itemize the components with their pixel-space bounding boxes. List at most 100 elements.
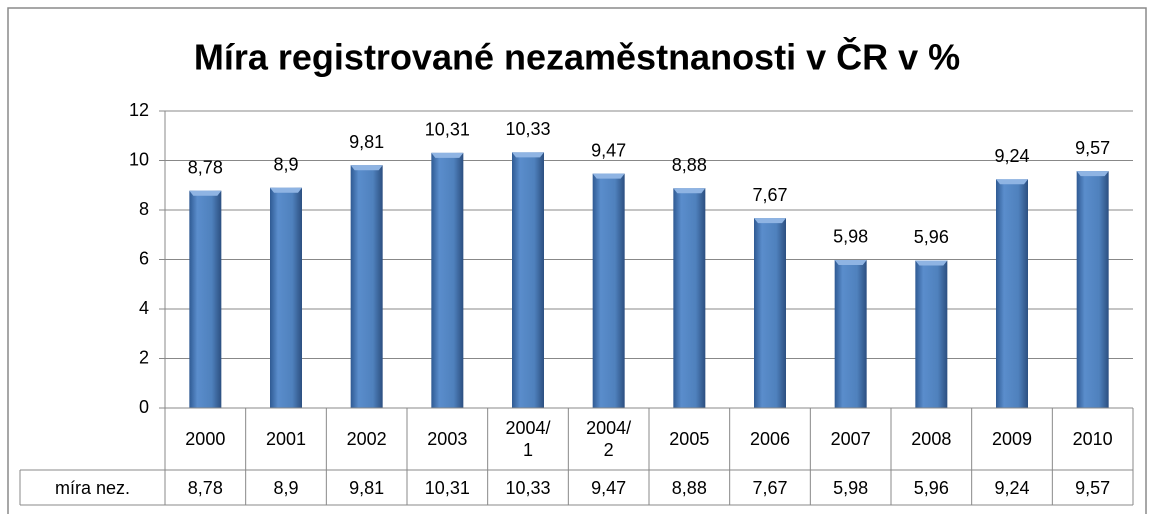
bar-bevel [1076,171,1109,177]
y-tick-label: 4 [139,298,149,318]
table-value-cell: 8,88 [649,470,730,505]
x-tick-label: 2008 [911,429,952,449]
bar [592,173,625,408]
x-tick-label-box: 2008 [891,408,972,470]
bar-bevel [431,152,464,158]
chart-title: Míra registrované nezaměstnanosti v ČR v… [194,36,960,78]
table-value-cell: 9,81 [326,470,407,505]
table-value: 9,57 [1075,477,1111,498]
table-value-box: 5,98 [810,470,891,505]
table-value: 9,24 [994,477,1030,498]
table-value-box: 5,96 [891,470,972,505]
table-value: 8,78 [187,477,223,498]
data-label: 10,31 [425,120,470,140]
x-tick-label-box: 2002 [326,408,407,470]
bar [270,187,302,408]
x-tick-label: 2010 [1072,429,1113,449]
x-tick-label-cell: 2000 [165,408,246,470]
table-value-box: 9,81 [326,470,407,505]
table-value: 7,67 [752,477,788,498]
bar-bevel [754,218,786,224]
x-tick-label-cell: 2007 [810,408,891,470]
x-tick-label-box: 2004/1 [505,418,551,460]
x-tick-label-box: 2006 [730,408,811,470]
table-value: 5,96 [913,477,949,498]
data-label: 8,9 [273,154,298,174]
x-tick-label: 2003 [427,429,468,449]
table-value-cell: 10,31 [407,470,488,505]
bar [512,152,544,408]
table-value: 10,31 [424,477,470,498]
bar-bevel [189,190,222,196]
x-tick-label-box: 2003 [427,429,468,449]
bar-bevel [673,188,706,194]
data-label: 9,81 [349,132,384,152]
table-value-box: 9,24 [972,470,1053,505]
x-tick-label-cell: 2005 [649,408,730,470]
table-value-box: 8,9 [246,470,327,505]
x-tick-label-box: 2009 [991,429,1032,449]
x-tick-label: 2004/1 [505,418,551,460]
x-tick-label: 2007 [830,429,871,449]
table-value-cell: 5,98 [810,470,891,505]
bar-bevel [996,179,1028,185]
bar-bevel [592,173,625,179]
x-tick-label: 2002 [346,429,387,449]
table-value-cell: 8,9 [246,470,327,505]
bar [1076,171,1109,408]
x-tick-label-box: 2001 [246,408,327,470]
table-value-cell: 9,47 [568,470,649,505]
bar [915,260,948,408]
table-value: 8,9 [273,477,299,498]
x-tick-label-box: 2004/2 [568,408,649,470]
x-tick-label: 2000 [185,429,226,449]
x-tick-label-cell: 2001 [246,408,327,470]
data-label: 5,98 [833,227,868,247]
x-tick-label: 2005 [669,429,710,449]
data-label: 7,67 [752,185,787,205]
table-value: 5,98 [833,477,869,498]
table-series-name-box: míra nez. [20,470,165,505]
table-value-box: 9,57 [1075,477,1111,498]
table-value-cell: 5,96 [891,470,972,505]
data-label: 10,33 [505,119,550,139]
bar-bevel [350,165,383,171]
x-tick-label: 2001 [265,429,306,449]
table-value-box: 10,31 [407,470,488,505]
table-value: 10,33 [505,477,551,498]
x-tick-label-cell: 2002 [326,408,407,470]
table-series-name: míra nez. [54,477,131,498]
x-tick-label-cell: 2004/2 [568,408,649,470]
x-tick-label-cell: 2006 [730,408,811,470]
table-value: 9,47 [591,477,627,498]
x-tick-label: 2009 [991,429,1032,449]
bar-bevel [512,152,544,158]
x-tick-label-box: 2010 [1072,429,1113,449]
bar-bevel [270,187,302,193]
data-label: 8,78 [188,157,223,177]
table-value-box: 10,33 [488,470,569,505]
y-tick-label: 8 [139,199,149,219]
y-tick-label: 6 [139,248,149,268]
bar [431,152,464,408]
data-label: 5,96 [914,227,949,247]
bar-bevel [834,259,867,265]
table-value: 9,81 [349,477,385,498]
data-label: 8,88 [672,155,707,175]
x-tick-label-box: 2007 [810,408,891,470]
x-tick-label-box: 2000 [165,408,246,470]
table-value-box: 9,47 [568,470,649,505]
bar [754,218,786,408]
table-series-name-cell: míra nez. [20,470,165,505]
x-tick-label: 2004/2 [586,418,632,460]
x-tick-label: 2006 [749,429,790,449]
y-tick-label: 10 [129,149,149,169]
table-value-cell: 9,24 [972,470,1053,505]
table-value: 8,88 [671,477,707,498]
x-tick-label-cell: 2008 [891,408,972,470]
table-value-cell: 10,33 [488,470,569,505]
y-tick-label: 12 [129,100,149,120]
bar [996,179,1028,408]
data-label: 9,24 [994,146,1029,166]
